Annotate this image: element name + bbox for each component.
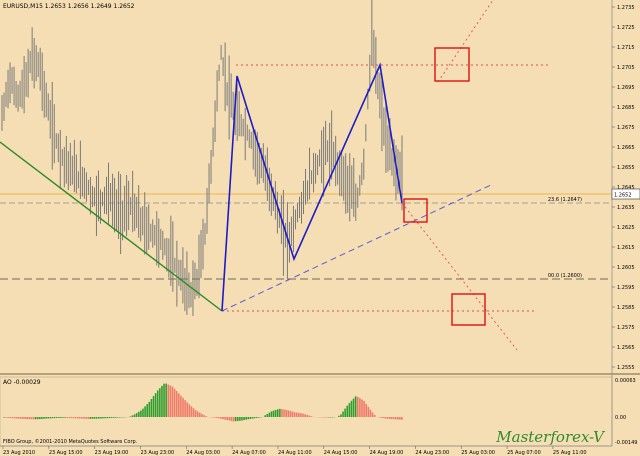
- price-tick-label: 1.2665: [617, 145, 635, 151]
- price-tick-label: 1.2675: [617, 125, 635, 131]
- time-axis: 23 Aug 2010 23 Aug 15:00 23 Aug 19:00 23 Au…: [2, 446, 587, 456]
- price-tick-label: 1.2705: [617, 65, 635, 71]
- lower-projection-line: [401, 202, 518, 351]
- symbol-info: EURUSD,M15 1.2653 1.2656 1.2649 1.2652: [3, 3, 135, 10]
- ao-axis-zero: 0.00: [615, 415, 626, 421]
- current-price-tag-text: 1.2652: [614, 193, 632, 199]
- ao-axis-top: 0.00063: [615, 378, 636, 384]
- time-tick-label: 23 Aug 15:00: [49, 450, 83, 456]
- upper-target-box[interactable]: [434, 47, 470, 82]
- price-tick-label: 1.2575: [617, 325, 635, 331]
- price-tick-label: 1.2715: [617, 45, 635, 51]
- time-tick-label: 25 Aug 03:00: [461, 450, 495, 456]
- price-tick-label: 1.2615: [617, 245, 635, 251]
- upper-projection-line: [437, 0, 494, 83]
- time-tick-label: 25 Aug 07:00: [507, 450, 541, 456]
- ao-title: AO -0.00029: [3, 379, 41, 386]
- time-tick-label: 24 Aug 19:00: [370, 450, 404, 456]
- price-tick-label: 1.2695: [617, 85, 635, 91]
- time-tick-label: 23 Aug 2010: [3, 450, 35, 456]
- price-tick-label: 1.2565: [617, 345, 635, 351]
- price-tick-label: 1.2555: [617, 365, 635, 371]
- entry-target-box[interactable]: [403, 198, 428, 223]
- time-tick-label: 25 Aug 11:00: [553, 450, 587, 456]
- price-tick-label: 1.2685: [617, 105, 635, 111]
- time-tick-label: 23 Aug 19:00: [95, 450, 129, 456]
- downtrend-line[interactable]: [0, 141, 223, 312]
- price-tick-label: 1.2585: [617, 305, 635, 311]
- ao-histogram: [3, 383, 403, 422]
- fib-label-0: 00.0 (1.2600): [548, 273, 582, 279]
- price-tick-label: 1.2655: [617, 165, 635, 171]
- price-tick-label: 1.2595: [617, 285, 635, 291]
- ao-axis-bottom: -0.00149: [615, 440, 637, 446]
- time-tick-label: 24 Aug 15:00: [324, 450, 358, 456]
- price-tick-label: 1.2725: [617, 25, 635, 31]
- price-tick-label: 1.2625: [617, 225, 635, 231]
- harmonic-pattern-line[interactable]: [221, 62, 403, 312]
- lower-target-box[interactable]: [451, 293, 486, 326]
- price-tick-label: 1.2645: [617, 185, 635, 191]
- time-tick-label: 24 Aug 07:00: [232, 450, 266, 456]
- price-tick-label: 1.2735: [617, 5, 635, 11]
- ao-pane[interactable]: [0, 376, 613, 447]
- current-price-tag: [611, 188, 640, 200]
- time-tick-label: 24 Aug 03:00: [186, 450, 220, 456]
- time-tick-label: 23 Aug 23:00: [140, 450, 174, 456]
- price-bars: [1, 0, 403, 316]
- price-tick-label: 1.2605: [617, 265, 635, 271]
- price-axis: 1.2735 1.2725 1.2715 1.2705 1.2695 1.2685 1.26…: [612, 5, 635, 371]
- copyright-text: FIBO Group, ©2001-2010 MetaQuotes Softwa…: [3, 438, 138, 445]
- time-tick-label: 24 Aug 11:00: [278, 450, 312, 456]
- time-tick-label: 24 Aug 23:00: [415, 450, 449, 456]
- fib-label-23-6: 23.6 (1.2647): [548, 197, 582, 203]
- masterforex-watermark: Masterforex-V: [495, 428, 606, 446]
- price-tick-label: 1.2635: [617, 205, 635, 211]
